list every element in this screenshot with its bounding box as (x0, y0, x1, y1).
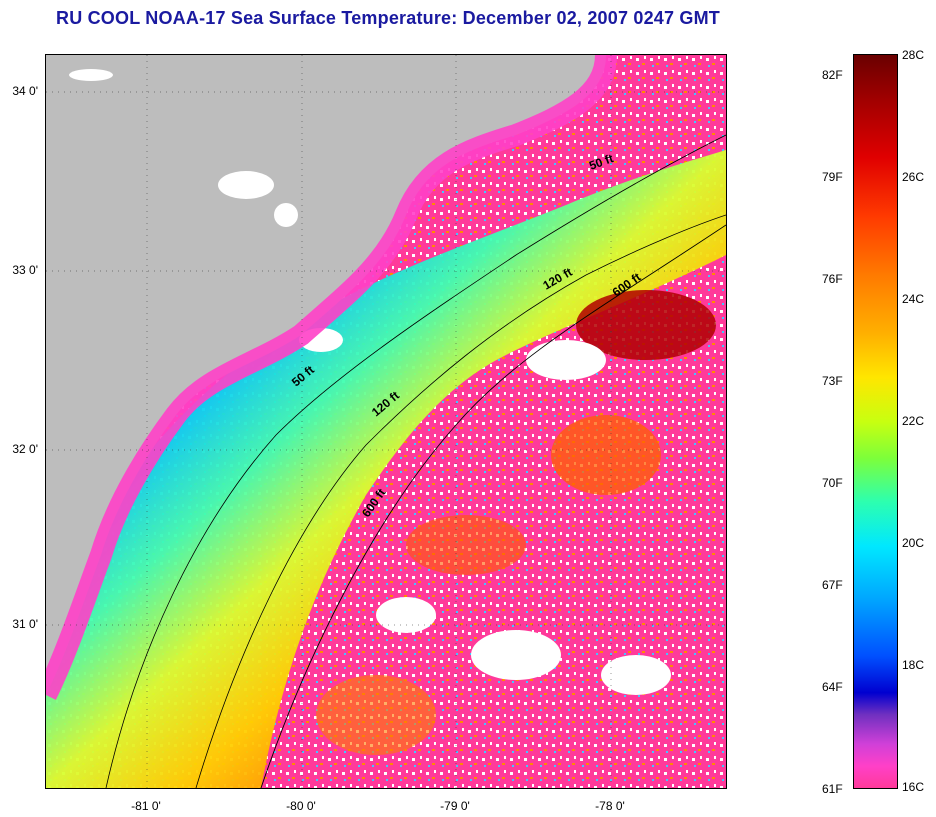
colorbar-f-label: 61F (822, 782, 843, 796)
isobath-120ft (195, 214, 726, 788)
lat-label: 32 0' (12, 442, 38, 456)
colorbar-c-label: 20C (902, 536, 925, 550)
colorbar-f-label: 73F (822, 374, 843, 388)
lon-label: -80 0' (286, 799, 316, 813)
isobath-600ft (260, 224, 726, 788)
colorbar-f-label: 67F (822, 578, 843, 592)
cloud-patch-1 (526, 340, 606, 380)
lat-label: 31 0' (12, 617, 38, 631)
colorbar-f-label: 82F (822, 68, 843, 82)
lon-label: -79 0' (440, 799, 470, 813)
colorbar-c-label: 24C (902, 292, 925, 306)
shelf-band (46, 150, 726, 788)
lon-label: -78 0' (595, 799, 625, 813)
temperature-colorbar (853, 54, 898, 789)
colorbar-c-label: 16C (902, 780, 925, 794)
inland-cloud-2 (274, 203, 298, 227)
warm-eddy-4 (316, 675, 436, 755)
coastal-band (46, 55, 617, 700)
land (46, 55, 606, 695)
grid-lines (46, 55, 726, 788)
warm-eddy-3 (406, 515, 526, 575)
inland-cloud-3 (69, 69, 113, 81)
lat-label: 34 0' (12, 84, 38, 98)
warm-eddy-2 (551, 415, 661, 495)
colorbar-f-label: 79F (822, 170, 843, 184)
lon-label: -81 0' (131, 799, 161, 813)
chart-title: RU COOL NOAA-17 Sea Surface Temperature:… (56, 8, 720, 28)
colorbar-c-label: 22C (902, 414, 925, 428)
colorbar-c-label: 26C (902, 170, 925, 184)
sst-map: 50 ft 120 ft 600 ft 50 ft 120 ft 600 ft (45, 54, 727, 789)
sst-map-svg: 50 ft 120 ft 600 ft 50 ft 120 ft 600 ft (46, 55, 726, 788)
cloud-patch-2 (471, 630, 561, 680)
colorbar-c-label: 18C (902, 658, 925, 672)
inland-cloud-1 (218, 171, 274, 199)
cloud-patch-4 (376, 597, 436, 633)
cloud-patch-3 (601, 655, 671, 695)
colorbar-f-label: 76F (822, 272, 843, 286)
lat-label: 33 0' (12, 263, 38, 277)
colorbar-f-label: 70F (822, 476, 843, 490)
isobath-50ft (105, 134, 726, 788)
colorbar-f-label: 64F (822, 680, 843, 694)
colorbar-c-label: 28C (902, 48, 925, 62)
